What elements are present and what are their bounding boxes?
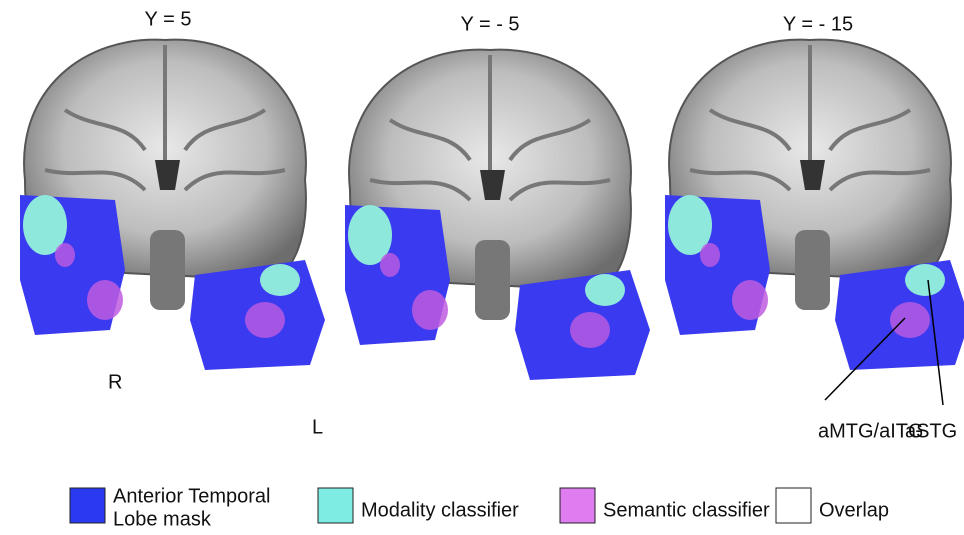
legend-swatch (560, 488, 595, 523)
annotation: aSTG (905, 420, 957, 442)
figure: Y = 5 Y = - 5 Y = - 15 R L aMTG/aITG aST… (0, 0, 964, 530)
panel-label: Y = - 5 (460, 13, 519, 35)
legend-swatch (70, 488, 105, 523)
brain-slice (20, 40, 325, 370)
brain-slice (665, 40, 964, 370)
panel-label: Y = 5 (145, 8, 192, 30)
legend-swatch (318, 488, 353, 523)
orientation-label: L (312, 416, 323, 438)
legend-label: Semantic classifier (603, 499, 770, 521)
panel-label: Y = - 15 (783, 13, 853, 35)
legend-swatch (776, 488, 811, 523)
legend-label: Anterior Temporal (113, 485, 270, 507)
brain-slice (345, 50, 650, 380)
legend-label: Lobe mask (113, 508, 212, 530)
orientation-label: R (108, 371, 122, 393)
legend-label: Modality classifier (361, 499, 519, 521)
legend-label: Overlap (819, 499, 889, 521)
